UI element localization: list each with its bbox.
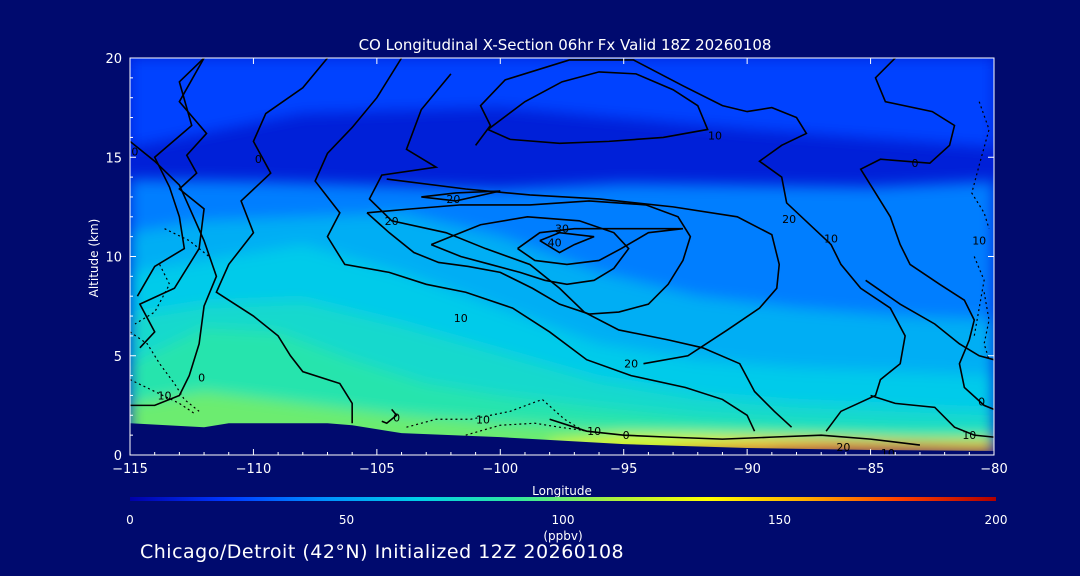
contour-label: 0 bbox=[912, 157, 919, 170]
contour-label: 10 bbox=[824, 233, 838, 246]
y-tick-label: 15 bbox=[105, 151, 122, 166]
contour-line bbox=[539, 231, 595, 254]
contour-label: 20 bbox=[624, 358, 638, 371]
contour-line-dotted bbox=[130, 379, 195, 414]
contour-label: 10 bbox=[962, 429, 976, 442]
contour-line-dotted bbox=[406, 398, 585, 432]
contour-line bbox=[865, 279, 994, 361]
colorbar-tick-label: 100 bbox=[552, 513, 575, 527]
contour-label: 0 bbox=[255, 153, 262, 166]
contour-label: 10 bbox=[476, 413, 490, 426]
contour-line bbox=[314, 58, 756, 432]
contour-label: 10 bbox=[972, 235, 986, 248]
y-tick-label: 5 bbox=[114, 350, 122, 365]
colorbar-tick-label: 150 bbox=[768, 513, 791, 527]
x-tick-label: −95 bbox=[610, 462, 637, 477]
contour-label: 0 bbox=[198, 372, 205, 385]
contour-line bbox=[421, 190, 501, 202]
contour-label: 40 bbox=[548, 237, 562, 250]
contour-label: 10 bbox=[708, 129, 722, 142]
contour-line bbox=[870, 394, 994, 438]
contour-line bbox=[381, 408, 398, 425]
contour-line bbox=[130, 140, 218, 407]
x-tick-label: −110 bbox=[236, 462, 272, 477]
x-axis-label: Longitude bbox=[532, 484, 592, 498]
x-tick-label: −80 bbox=[980, 462, 1007, 477]
x-tick-label: −90 bbox=[733, 462, 760, 477]
contour-line bbox=[859, 58, 994, 411]
contour-label: 10 bbox=[881, 447, 895, 460]
contour-line bbox=[368, 73, 793, 428]
contour-line bbox=[138, 58, 208, 349]
contour-line-dotted bbox=[983, 292, 990, 360]
contour-label: 10 bbox=[158, 389, 172, 402]
contour-label: 0 bbox=[393, 411, 400, 424]
contour-line-dotted bbox=[971, 101, 990, 229]
contour-line bbox=[474, 59, 906, 432]
co-band-stratosphere bbox=[130, 58, 994, 148]
contour-label: 20 bbox=[782, 213, 796, 226]
contour-label: 10 bbox=[587, 425, 601, 438]
co-contour-lines-dotted bbox=[130, 101, 990, 436]
colorbar-tick-label: 50 bbox=[339, 513, 354, 527]
contour-label: 0 bbox=[978, 395, 985, 408]
contour-line bbox=[136, 58, 205, 297]
contour-line bbox=[549, 418, 921, 446]
colorbar-label: (ppbv) bbox=[543, 529, 582, 543]
co-contour-lines bbox=[130, 58, 994, 446]
x-tick-label: −100 bbox=[482, 462, 518, 477]
contour-label: 10 bbox=[454, 312, 468, 325]
colorbar-tick-label: 200 bbox=[985, 513, 1008, 527]
contour-line bbox=[215, 58, 353, 424]
contour-line bbox=[366, 200, 692, 315]
y-tick-label: 0 bbox=[114, 449, 122, 464]
contour-label: 30 bbox=[555, 223, 569, 236]
contour-label: 20 bbox=[446, 193, 460, 206]
y-tick-label: 20 bbox=[105, 52, 122, 67]
colorbar-tick-label: 0 bbox=[126, 513, 134, 527]
x-tick-label: −115 bbox=[112, 462, 148, 477]
contour-line bbox=[386, 178, 781, 365]
contour-line-dotted bbox=[134, 264, 171, 325]
chart-title: CO Longitudinal X-Section 06hr Fx Valid … bbox=[359, 36, 772, 54]
contour-label: 20 bbox=[385, 215, 399, 228]
contour-line bbox=[430, 215, 630, 286]
colorbar-ramp bbox=[130, 497, 996, 501]
initialization-footer: Chicago/Detroit (42°N) Initialized 12Z 2… bbox=[140, 541, 625, 563]
x-tick-label: −105 bbox=[359, 462, 395, 477]
contour-line-dotted bbox=[130, 331, 200, 412]
contour-label: 20 bbox=[836, 441, 850, 454]
contour-label: 0 bbox=[131, 145, 138, 158]
y-axis: 0 5 10 15 20 bbox=[105, 52, 994, 464]
y-axis-label: Altitude (km) bbox=[87, 219, 101, 298]
contour-label: 0 bbox=[623, 429, 630, 442]
x-axis: −115 −110 −105 −100 −95 −90 −85 −80 bbox=[112, 58, 1008, 477]
y-tick-label: 10 bbox=[105, 251, 122, 266]
colorbar: 0 50 100 150 200 (ppbv) bbox=[126, 497, 1007, 543]
terrain bbox=[130, 423, 994, 455]
contour-line bbox=[487, 71, 709, 145]
colorbar-ticks: 0 50 100 150 200 bbox=[126, 513, 1007, 527]
x-tick-label: −85 bbox=[857, 462, 884, 477]
contour-line-dotted bbox=[465, 422, 590, 436]
contour-line bbox=[517, 227, 684, 266]
